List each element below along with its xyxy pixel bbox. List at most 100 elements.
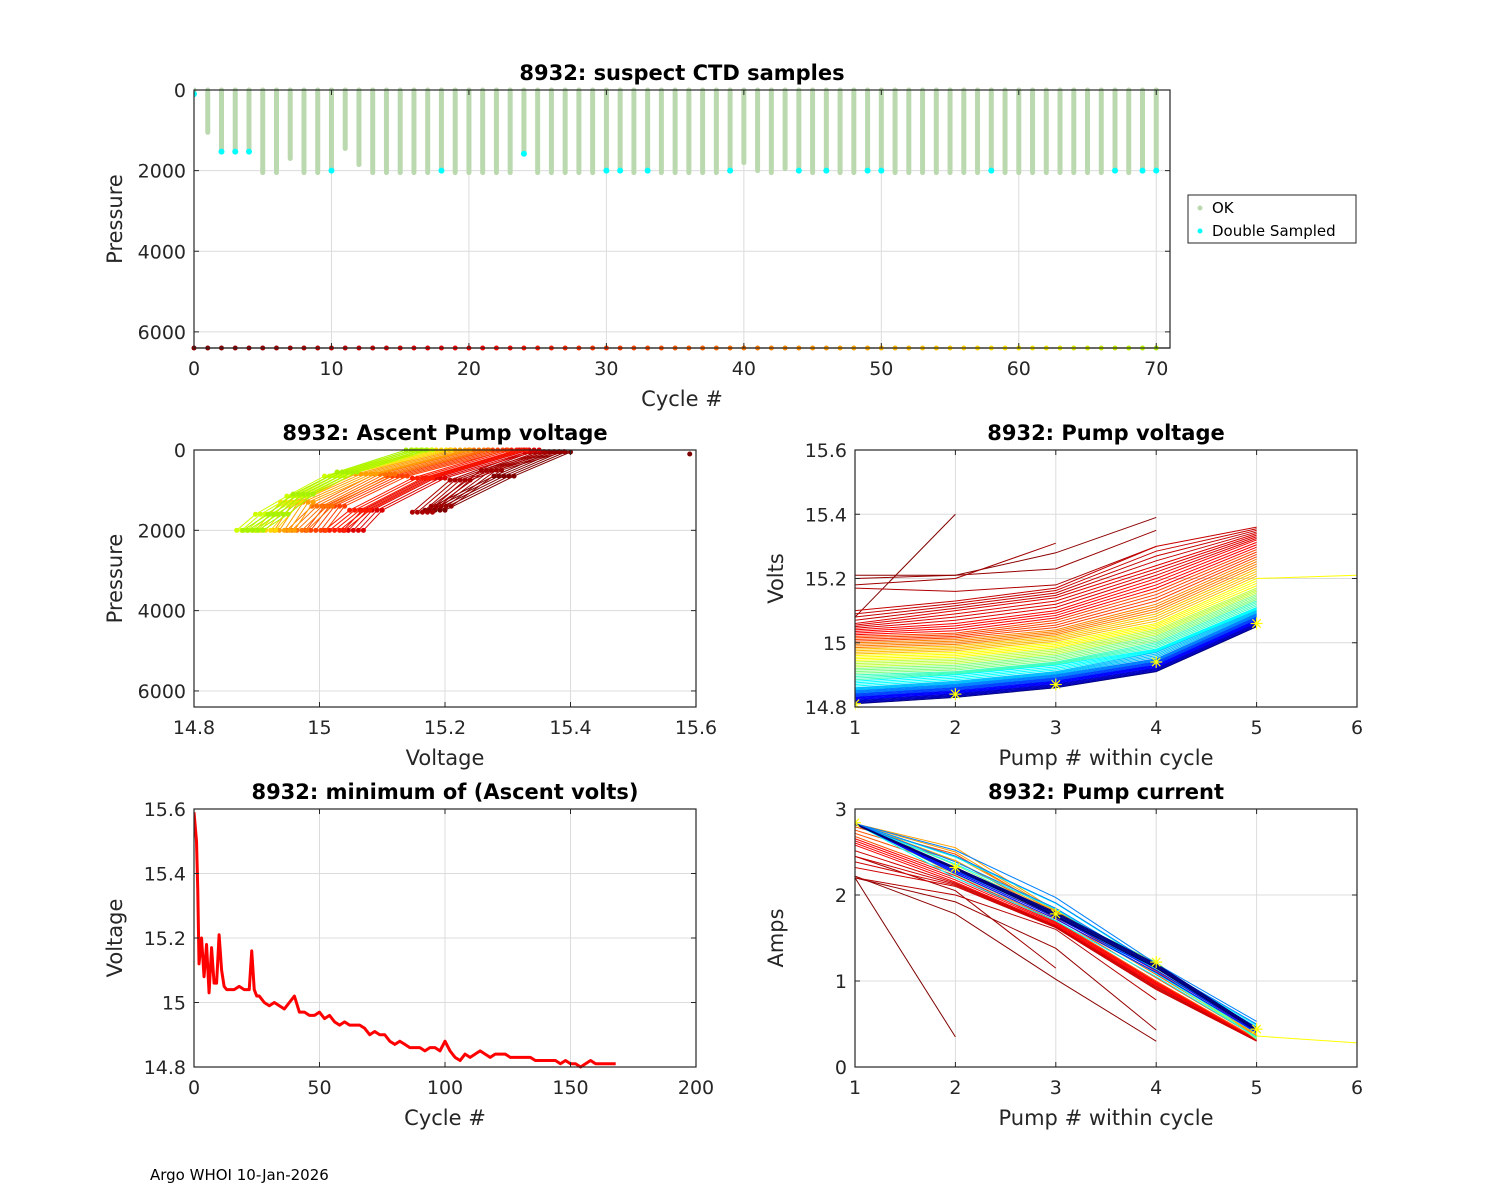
profile-line xyxy=(283,449,461,531)
x-tick-label: 50 xyxy=(307,1077,331,1099)
profile-point xyxy=(324,503,330,509)
profile-point xyxy=(250,527,256,533)
cycle-line xyxy=(855,582,1257,660)
y-tick-label: 15 xyxy=(162,993,186,1015)
cycle-line xyxy=(855,614,1257,693)
cycle-line xyxy=(855,565,1257,649)
x-tick-label: 5 xyxy=(1251,717,1263,739)
x-tick-label: 1 xyxy=(849,717,861,739)
profile-point xyxy=(437,507,443,513)
x-tick-label: 3 xyxy=(1050,1077,1062,1099)
profile-point xyxy=(332,527,338,533)
profile-point xyxy=(438,503,444,509)
profile-point xyxy=(424,509,430,515)
x-tick-label: 1 xyxy=(849,1077,861,1099)
x-tick-label: 15.4 xyxy=(549,717,591,739)
cycle-line xyxy=(855,568,1257,650)
profile-line xyxy=(288,449,466,531)
profile-point xyxy=(252,511,258,517)
cycle-line xyxy=(855,608,1257,686)
cycle-line xyxy=(855,823,1257,1038)
cycle-line xyxy=(855,587,1257,663)
cycle-line xyxy=(855,533,1257,624)
double-sampled-point xyxy=(232,148,239,155)
double-sampled-point xyxy=(795,167,802,174)
x-tick-label: 0 xyxy=(188,358,200,380)
x-tick-label: 4 xyxy=(1150,717,1162,739)
profile-point xyxy=(442,507,448,513)
profile-point xyxy=(275,511,281,517)
x-tick-label: 15.6 xyxy=(675,717,717,739)
cycle-line xyxy=(855,529,1157,579)
profile-line xyxy=(339,449,522,531)
cycle-line xyxy=(855,844,1257,1040)
y-tick-label: 15 xyxy=(823,633,847,655)
profile-point xyxy=(409,509,415,515)
star-marker xyxy=(855,816,861,829)
cycle-line xyxy=(855,561,1257,645)
chart-title: 8932: minimum of (Ascent volts) xyxy=(251,780,638,804)
y-tick-label: 15.6 xyxy=(805,440,847,462)
y-tick-label: 4000 xyxy=(138,241,186,263)
profile-line xyxy=(363,449,540,531)
plot-area xyxy=(234,447,693,533)
y-tick-label: 2000 xyxy=(138,520,186,542)
x-tick-label: 150 xyxy=(552,1077,588,1099)
y-axis-label: Voltage xyxy=(103,899,127,978)
profile-point xyxy=(318,527,324,533)
profile-point xyxy=(342,503,348,509)
profile-point xyxy=(270,511,276,517)
x-tick-label: 3 xyxy=(1050,717,1062,739)
y-tick-label: 15.2 xyxy=(144,928,186,950)
cycle-line xyxy=(855,589,1257,665)
cycle-line xyxy=(855,866,1257,1042)
cycle-line xyxy=(855,570,1257,652)
profile-point xyxy=(295,491,301,497)
cycle-line xyxy=(855,544,1257,634)
x-tick-label: 200 xyxy=(678,1077,714,1099)
cycle-line xyxy=(855,861,1257,1042)
profile-point xyxy=(285,511,291,517)
profile-point xyxy=(323,527,329,533)
legend-ok-marker xyxy=(1197,205,1203,211)
cycle-line xyxy=(855,563,1257,647)
cycle-line xyxy=(855,877,1157,1001)
x-tick-label: 30 xyxy=(594,358,618,380)
profile-point xyxy=(350,527,356,533)
double-sampled-point xyxy=(218,148,225,155)
cycle-line xyxy=(855,531,1257,621)
cycle-line xyxy=(855,840,1257,1040)
x-axis-label: Voltage xyxy=(406,746,485,770)
x-tick-label: 6 xyxy=(1351,717,1363,739)
chart-suspect-ctd: 0 10 20 30 40 50 60 70 0 2000 4000 6000 8932: suspec… xyxy=(103,61,1171,411)
profile-point xyxy=(374,507,380,513)
plot-area xyxy=(194,87,1160,176)
profile-point xyxy=(360,527,366,533)
profile-point xyxy=(308,527,314,533)
chart-title: 8932: Pump voltage xyxy=(987,421,1225,445)
profile-point xyxy=(414,509,420,515)
double-sampled-point xyxy=(328,167,335,174)
legend-double-marker xyxy=(1197,228,1203,234)
profile-point xyxy=(357,507,363,513)
double-sampled-point xyxy=(194,91,197,98)
profile-point xyxy=(542,449,548,455)
cycle-line xyxy=(855,553,1257,641)
profile-point xyxy=(310,491,316,497)
profile-point xyxy=(347,507,353,513)
cycle-line xyxy=(855,578,1257,657)
legend-label: Double Sampled xyxy=(1212,222,1336,240)
cycle-line xyxy=(855,558,1257,644)
cycle-line xyxy=(855,556,1257,642)
profile-point xyxy=(443,503,449,509)
x-tick-label: 15.2 xyxy=(424,717,466,739)
x-axis-label: Pump # within cycle xyxy=(999,1106,1214,1130)
cycle-line xyxy=(855,575,1257,655)
plot-area xyxy=(855,816,1358,1044)
cycle-line xyxy=(855,855,1257,1041)
profile-line xyxy=(296,449,480,531)
x-tick-label: 4 xyxy=(1150,1077,1162,1099)
y-tick-label: 15.4 xyxy=(144,864,186,886)
cycle-line xyxy=(855,546,1257,636)
